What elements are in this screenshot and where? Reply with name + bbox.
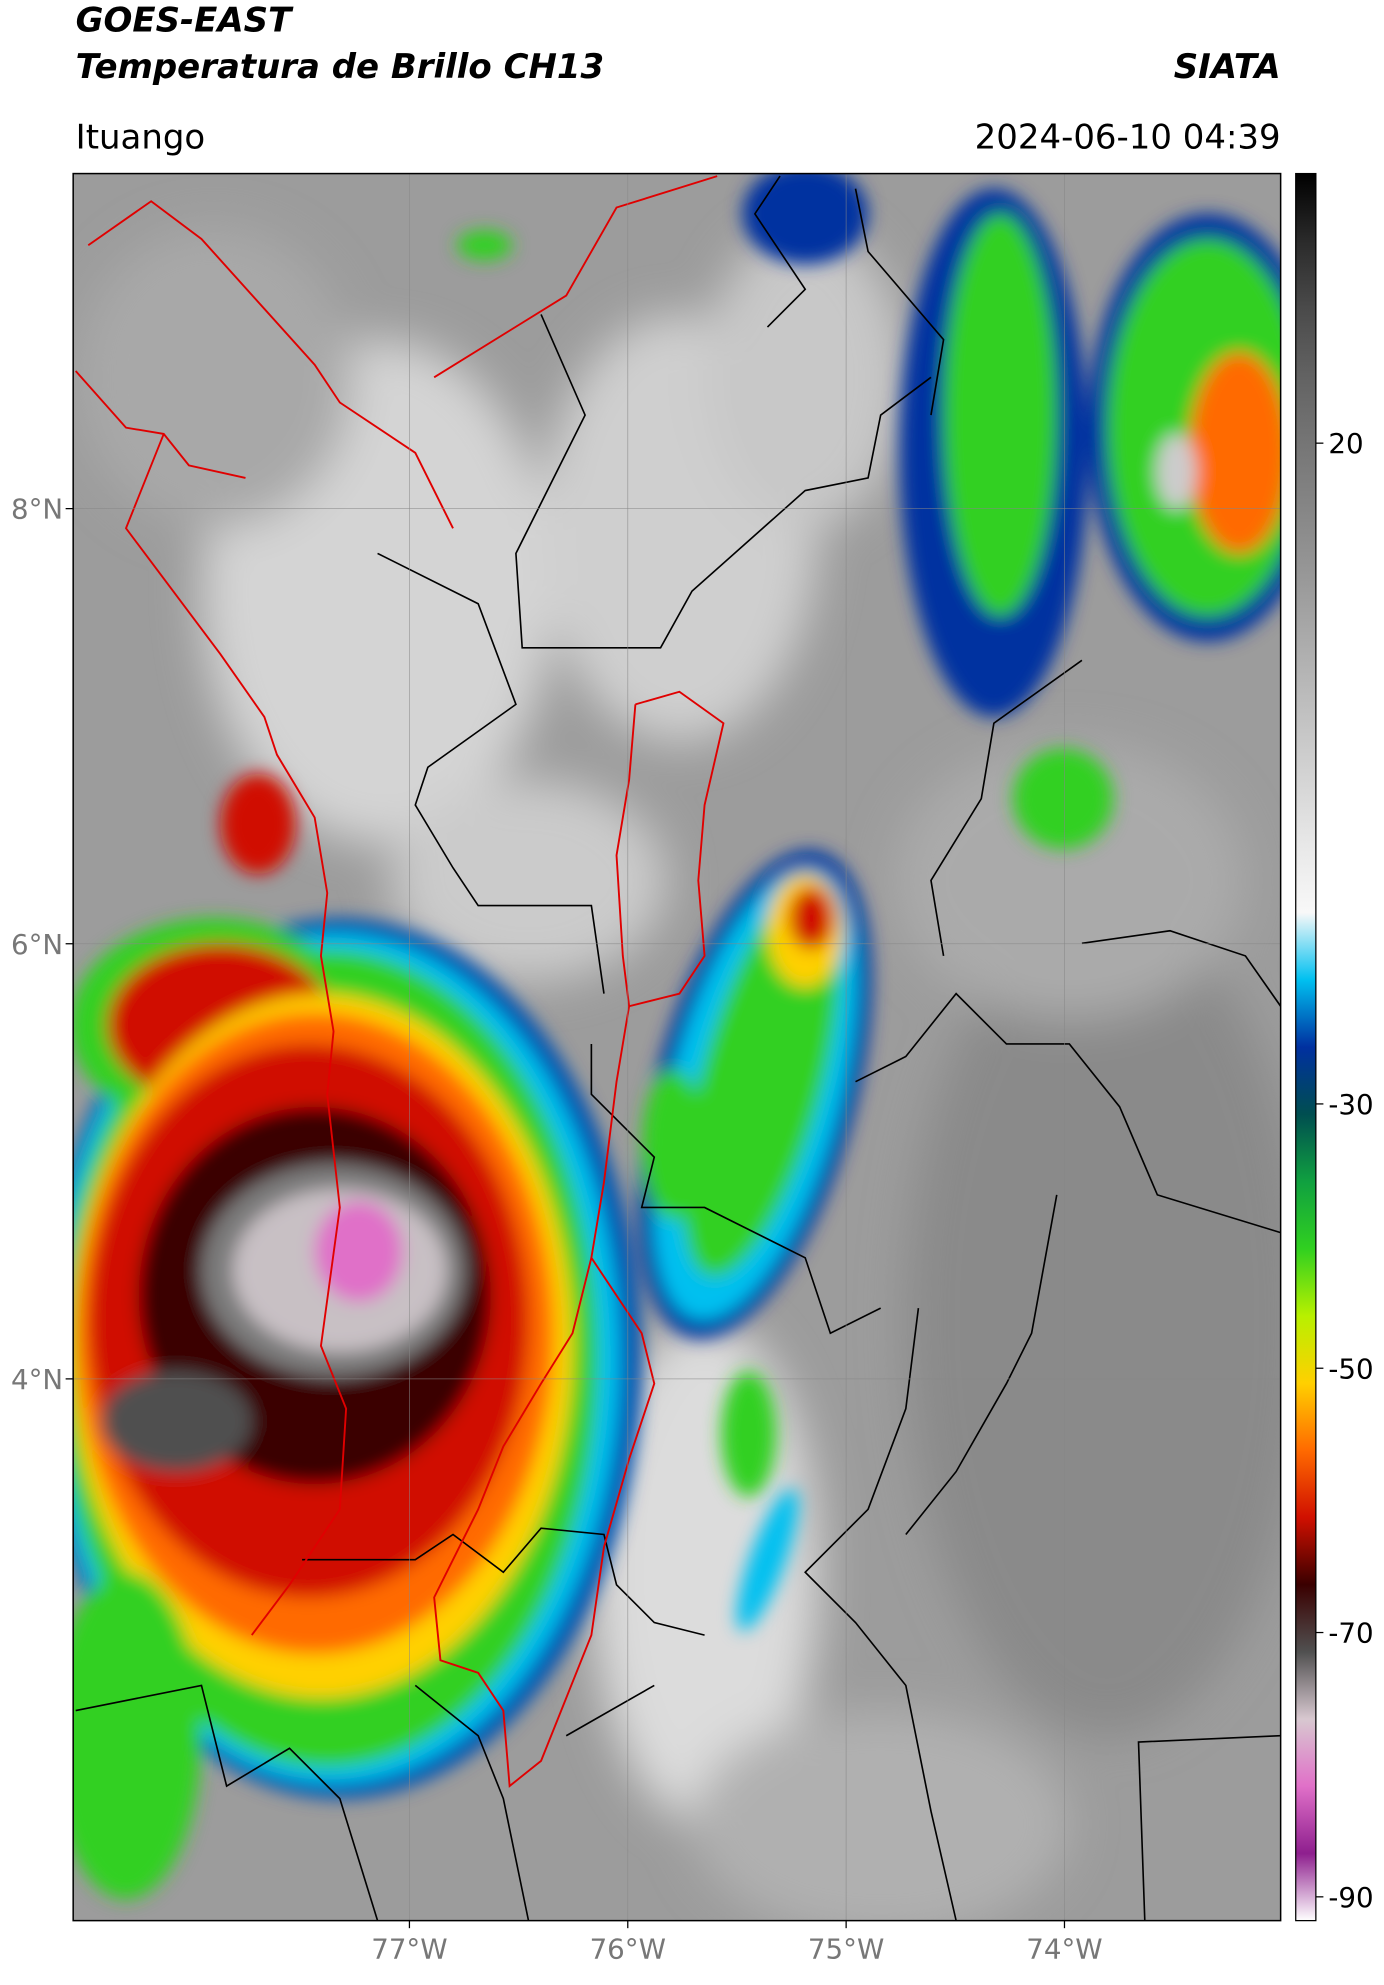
subtitle: Temperatura de Brillo CH13 [76,47,604,87]
datetime: 2024-06-10 04:39 [975,117,1281,157]
satellite-image [73,173,1281,1921]
map-frame [72,172,1282,1922]
colorbar-tick-label: -30 [1328,1088,1373,1121]
x-tick-label: 74°W [1026,1932,1102,1965]
colorbar-tick-label: -90 [1328,1881,1373,1914]
colorbar-tick-label: -50 [1328,1352,1373,1385]
x-tick-label: 76°W [590,1932,666,1965]
x-tick-label: 75°W [808,1932,884,1965]
y-tick-label: 8°N [11,493,63,526]
title: GOES-EAST [76,0,294,40]
ituango-outline [74,175,725,1788]
x-tick-label: 77°W [371,1932,447,1965]
colorbar [1295,172,1317,1922]
source: SIATA [1174,47,1281,87]
y-tick-label: 4°N [11,1363,63,1396]
location: Ituango [76,117,206,157]
colorbar-tick-label: -70 [1328,1617,1373,1650]
colorbar-tick-label: 20 [1328,427,1363,460]
y-tick-label: 6°N [11,928,63,961]
